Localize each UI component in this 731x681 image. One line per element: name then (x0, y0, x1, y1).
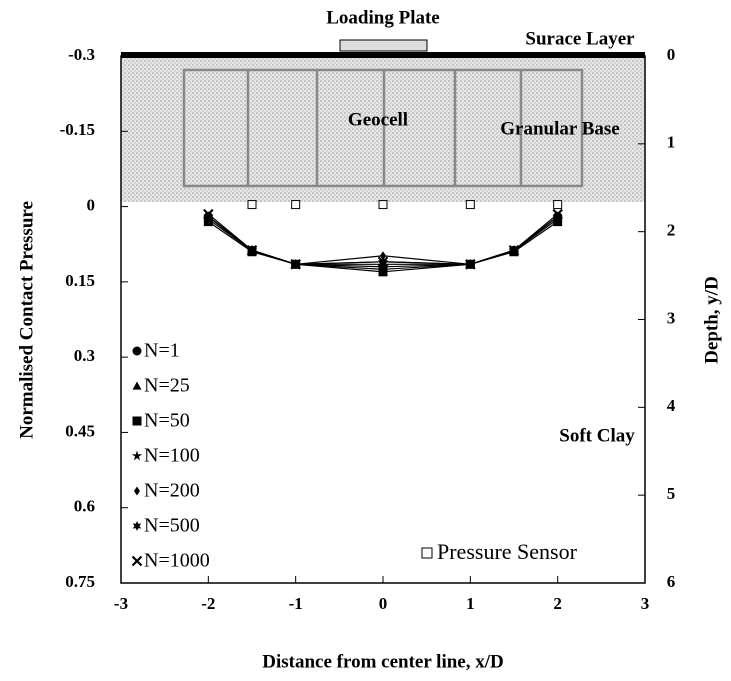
annotation: Soft Clay (559, 425, 635, 446)
y2-tick-label: 3 (667, 308, 676, 327)
y2-tick-label: 5 (667, 484, 676, 503)
y-tick-label: 0.6 (74, 497, 95, 516)
y-axis-label: Normalised Contact Pressure (16, 201, 37, 439)
y-tick-label: -0.15 (60, 120, 95, 139)
x-tick-label: -3 (114, 594, 128, 613)
legend-marker (132, 521, 142, 531)
legend-marker (131, 450, 143, 461)
data-point (378, 267, 388, 277)
annotation: Loading Plate (326, 7, 439, 28)
geocell (182, 68, 584, 188)
legend-marker (132, 381, 142, 390)
annotation: Surace Layer (525, 28, 635, 49)
loading-plate (339, 39, 428, 52)
legend-label: N=200 (144, 480, 200, 502)
data-point (246, 244, 258, 256)
data-point (508, 244, 520, 256)
y-tick-label: -0.3 (68, 45, 95, 64)
legend-label: Pressure Sensor (437, 539, 578, 564)
data-point (290, 259, 301, 270)
data-point (380, 251, 386, 261)
legend-marker (132, 346, 142, 356)
data-point (203, 217, 213, 227)
data-point (465, 259, 476, 270)
legend-label: N=500 (144, 515, 200, 537)
legend-label: N=50 (144, 410, 190, 432)
y-tick-label: 0.15 (65, 271, 95, 290)
annotation: Geocell (348, 109, 408, 130)
x-tick-label: -1 (289, 594, 303, 613)
legend-marker (132, 416, 142, 426)
x-tick-label: 3 (641, 594, 650, 613)
legend-marker (134, 486, 140, 496)
y-tick-label: 0.75 (65, 572, 95, 591)
pressure-sensor (553, 200, 563, 210)
x-tick-label: 2 (553, 594, 562, 613)
data-point (204, 211, 213, 222)
pressure-sensor (291, 200, 301, 210)
pressure-sensor (378, 200, 388, 210)
y2-tick-label: 4 (667, 396, 676, 415)
pressure-sensor (465, 200, 475, 210)
x-axis-label: Distance from center line, x/D (262, 651, 504, 672)
data-point (377, 256, 389, 268)
legend-marker (421, 547, 433, 559)
legend-label: N=100 (144, 445, 200, 467)
surface-layer (121, 52, 645, 58)
x-tick-label: 1 (466, 594, 475, 613)
legend-label: N=1 (144, 340, 180, 362)
pressure-sensor (247, 200, 257, 210)
x-tick-label: 0 (379, 594, 388, 613)
legend-marker (131, 555, 143, 567)
y2-tick-label: 6 (667, 572, 676, 591)
y2-tick-label: 1 (667, 133, 676, 152)
legend-label: N=25 (144, 375, 190, 397)
y-tick-label: 0.3 (74, 346, 95, 365)
y2-axis-label: Depth, y/D (701, 276, 722, 364)
y2-tick-label: 0 (667, 45, 676, 64)
y-tick-label: 0 (87, 195, 96, 214)
y2-tick-label: 2 (667, 221, 676, 240)
y-tick-label: 0.45 (65, 421, 95, 440)
data-point (553, 217, 563, 227)
data-point (552, 208, 563, 220)
data-point (378, 259, 388, 270)
data-point (203, 208, 214, 220)
data-point (553, 211, 562, 222)
x-tick-label: -2 (201, 594, 215, 613)
annotation: Granular Base (500, 118, 619, 139)
legend-label: N=1000 (144, 550, 210, 572)
